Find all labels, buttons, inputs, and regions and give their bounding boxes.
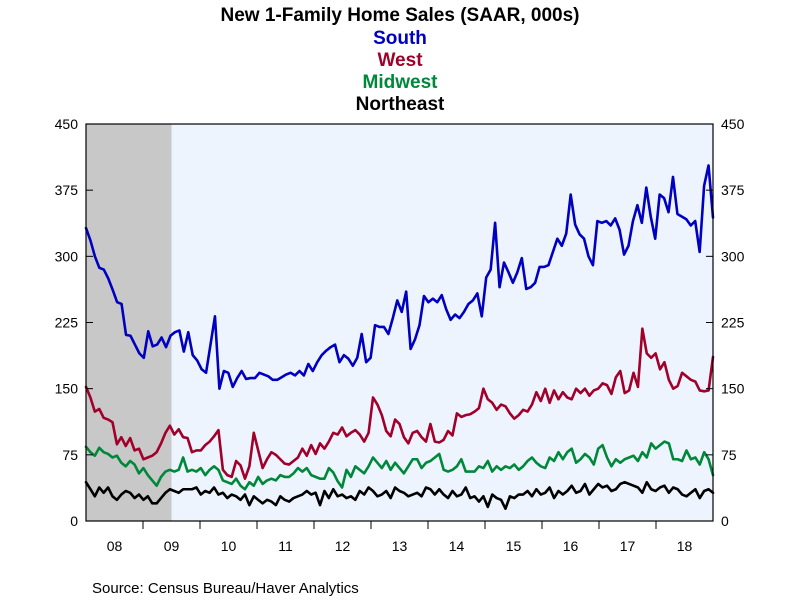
y-tick-label-right: 150 (721, 381, 745, 397)
plot-area: 0 0 75 75 150 150 225 225 300 300 375 375 450 450 08 09… (55, 116, 745, 554)
y-tick-label-left: 450 (55, 116, 79, 132)
x-tick-label: 18 (677, 538, 693, 554)
legend-entry-south: South (373, 28, 427, 49)
y-tick-label-left: 225 (55, 315, 79, 331)
x-tick-label: 14 (449, 538, 465, 554)
plot-background (86, 124, 713, 521)
y-tick-label-left: 300 (55, 248, 79, 264)
y-tick-label-right: 300 (721, 248, 745, 264)
series-line-west (84, 327, 715, 480)
recession-shade (86, 124, 172, 521)
x-tick-label: 11 (278, 538, 293, 554)
x-tick-label: 08 (107, 538, 123, 554)
legend-entry-northeast: Northeast (356, 94, 445, 115)
series-line-midwest (84, 440, 715, 491)
legend-entry-midwest: Midwest (363, 72, 439, 93)
x-tick-label: 17 (620, 538, 636, 554)
x-tick-label: 12 (335, 538, 351, 554)
y-tick-label-left: 75 (62, 447, 78, 463)
x-tick-label: 10 (221, 538, 237, 554)
chart-title: New 1-Family Home Sales (SAAR, 000s) (220, 5, 579, 26)
x-tick-label: 13 (392, 538, 408, 554)
series-line-south (84, 164, 715, 390)
legend-entry-west: West (377, 50, 423, 71)
source-note: Source: Census Bureau/Haver Analytics (92, 580, 359, 597)
series-line-northeast (84, 480, 715, 510)
y-tick-label-left: 0 (70, 513, 78, 529)
x-tick-label: 09 (164, 538, 180, 554)
x-tick-label: 15 (506, 538, 522, 554)
y-tick-label-right: 225 (721, 315, 745, 331)
y-tick-label-right: 75 (721, 447, 737, 463)
y-tick-label-right: 450 (721, 116, 745, 132)
y-tick-label-right: 0 (721, 513, 729, 529)
y-tick-label-left: 375 (55, 182, 79, 198)
y-tick-label-right: 375 (721, 182, 745, 198)
x-tick-label: 16 (563, 538, 579, 554)
y-tick-label-left: 150 (55, 381, 79, 397)
